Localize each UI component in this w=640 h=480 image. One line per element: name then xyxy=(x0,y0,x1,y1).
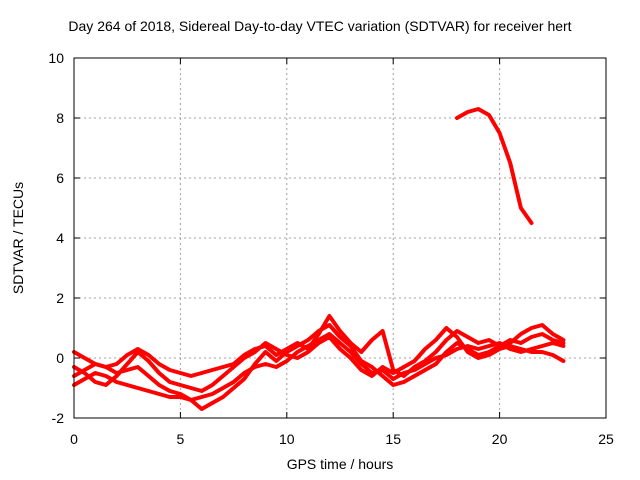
y-tick-label: 2 xyxy=(56,290,64,306)
chart-title: Day 264 of 2018, Sidereal Day-to-day VTE… xyxy=(68,18,572,34)
y-tick-label: 0 xyxy=(56,350,64,366)
x-tick-label: 5 xyxy=(177,431,185,447)
x-tick-labels: 0 5 10 15 20 25 xyxy=(70,431,614,447)
series-line-trace-d xyxy=(72,326,566,393)
x-tick-label: 15 xyxy=(385,431,401,447)
y-tick-label: 10 xyxy=(48,50,64,66)
x-axis-label: GPS time / hours xyxy=(286,456,394,472)
y-tick-labels: -2 0 2 4 6 8 10 xyxy=(48,50,64,426)
y-tick-label: 4 xyxy=(56,230,64,246)
series-line-trace-a xyxy=(72,332,566,402)
y-tick-label: -2 xyxy=(52,410,65,426)
y-tick-label: 6 xyxy=(56,170,64,186)
grid-lines xyxy=(74,58,606,418)
series-line-trace-b xyxy=(72,323,566,411)
y-tick-label: 8 xyxy=(56,110,64,126)
tick-marks xyxy=(73,57,607,419)
series-line-trace-c xyxy=(72,314,566,378)
y-axis-label: SDTVAR / TECUs xyxy=(10,181,26,295)
x-tick-label: 0 xyxy=(70,431,78,447)
series-group xyxy=(72,107,566,411)
x-tick-label: 25 xyxy=(598,431,614,447)
x-tick-label: 10 xyxy=(279,431,295,447)
x-tick-label: 20 xyxy=(492,431,508,447)
series-line-trace-e xyxy=(455,107,534,225)
